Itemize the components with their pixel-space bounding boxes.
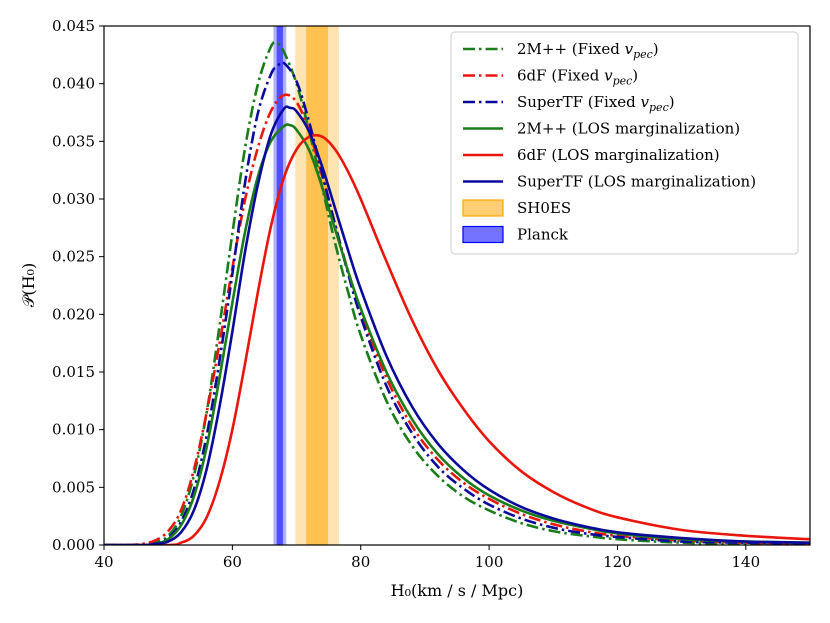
x-tick-label: 100 <box>475 553 504 571</box>
series-line-6 <box>104 105 810 545</box>
legend-label-sh0es: SH0ES <box>517 199 571 217</box>
legend-label-3: SuperTF (Fixed vpec) <box>517 93 675 114</box>
y-tick-label: 0.045 <box>52 17 95 35</box>
legend-box <box>450 31 799 255</box>
x-tick-label: 80 <box>351 553 370 571</box>
planck-band-inner <box>276 26 284 545</box>
x-tick-label: 60 <box>223 553 242 571</box>
y-tick-label: 0.005 <box>52 478 95 496</box>
series-line-1 <box>104 40 810 545</box>
y-tick-label: 0.015 <box>52 363 95 381</box>
x-axis-title: H₀(km / s / Mpc) <box>391 581 524 600</box>
y-tick-label: 0.020 <box>52 305 95 323</box>
y-axis-title: 𝒫(H₀) <box>19 263 38 307</box>
x-tick-label: 120 <box>603 553 632 571</box>
x-tick-label: 140 <box>731 553 760 571</box>
legend: 2M++ (Fixed vpec) 6dF (Fixed vpec) SuperTF… <box>450 31 799 255</box>
series-lines <box>104 40 810 545</box>
x-tick-label: 40 <box>94 553 113 571</box>
uncertainty-bands <box>273 26 339 545</box>
y-tick-label: 0.000 <box>52 536 95 554</box>
y-tick-label: 0.030 <box>52 190 95 208</box>
legend-swatch-planck <box>462 225 504 244</box>
y-tick-label: 0.040 <box>52 75 95 93</box>
y-tick-label: 0.025 <box>52 248 95 266</box>
plot-frame <box>103 25 811 546</box>
sh0es-band-inner <box>306 26 328 545</box>
y-tick-label: 0.035 <box>52 132 95 150</box>
legend-label-5: 6dF (LOS marginalization) <box>517 146 720 164</box>
legend-label-1: 2M++ (Fixed vpec) <box>517 40 659 61</box>
legend-swatch-sh0es <box>462 199 504 217</box>
axes: 40 60 80 100 120 140 0.000 0.005 0.010 0.015 0.020… <box>52 17 760 571</box>
legend-label-2: 6dF (Fixed vpec) <box>517 67 638 88</box>
legend-label-6: SuperTF (LOS marginalization) <box>517 173 756 191</box>
legend-label-planck: Planck <box>517 226 569 244</box>
legend-label-4: 2M++ (LOS marginalization) <box>517 120 740 138</box>
series-line-5 <box>104 133 810 545</box>
series-line-4 <box>104 123 810 545</box>
y-tick-label: 0.010 <box>52 421 95 439</box>
